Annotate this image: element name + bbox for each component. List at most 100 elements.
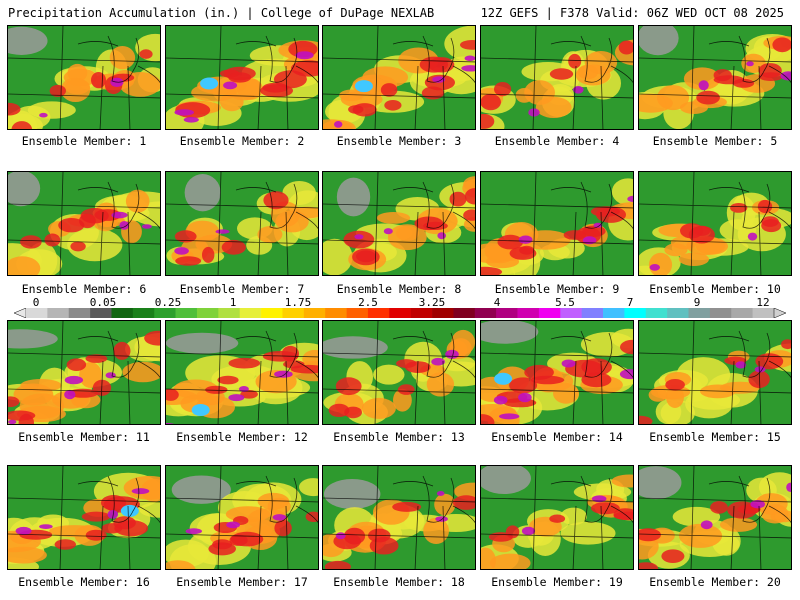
colorbar-segment [282,308,305,318]
colorbar-segment [432,308,454,318]
colorbar-segment [196,308,219,318]
colorbar-segment [175,308,198,318]
precip-map-svg [323,26,475,129]
colorbar-segment [709,308,732,318]
colorbar-segment [325,308,347,318]
colorbar-segment [624,308,647,318]
colorbar-tick-label: 2.5 [358,296,378,309]
colorbar-segment [68,308,91,318]
colorbar-tick-label: 0.25 [154,296,182,309]
ensemble-member-map [165,320,319,425]
colorbar-tick-label: 4 [493,296,501,309]
colorbar-segment [90,308,112,318]
ensemble-member-label: Ensemble Member: 13 [333,430,465,444]
ensemble-member-label: Ensemble Member: 17 [176,575,308,589]
colorbar-segment [132,308,155,318]
colorbar-segment [688,308,711,318]
precip-map-svg [166,321,318,424]
precip-map-svg [8,466,160,569]
precip-map-svg [481,321,633,424]
ensemble-member-map [480,171,634,276]
colorbar-tick-label: 12 [756,296,770,309]
colorbar-segment [218,308,241,318]
precip-map-svg [8,26,160,129]
ensemble-member-label: Ensemble Member: 16 [18,575,150,589]
ensemble-member-label: Ensemble Member: 8 [336,282,462,296]
precip-map-svg [323,466,475,569]
colorbar-segment [346,308,369,318]
ensemble-member-map [480,465,634,570]
colorbar-max-arrow [773,308,786,318]
ensemble-member-label: Ensemble Member: 7 [179,282,305,296]
ensemble-member-map [7,171,161,276]
ensemble-member-label: Ensemble Member: 1 [21,134,147,148]
precip-map-svg [639,466,791,569]
precip-map-svg [639,321,791,424]
colorbar-segment [303,308,326,318]
precip-map-svg [323,321,475,424]
colorbar-segment [453,308,476,318]
ensemble-member-map [322,171,476,276]
colorbar-segment [538,308,561,318]
ensemble-member-map [638,171,792,276]
ensemble-member-map [638,25,792,130]
ensemble-member-map [7,320,161,425]
ensemble-member-map [322,25,476,130]
colorbar-tick-label: 0.05 [89,296,117,309]
colorbar-segment [261,308,283,318]
precip-map-svg [166,466,318,569]
ensemble-member-label: Ensemble Member: 14 [491,430,623,444]
colorbar-segment [581,308,604,318]
colorbar-segment [752,308,775,318]
ensemble-member-map [480,25,634,130]
ensemble-member-label: Ensemble Member: 11 [18,430,150,444]
colorbar-segment [367,308,390,318]
ensemble-member-label: Ensemble Member: 19 [491,575,623,589]
colorbar-segment [410,308,433,318]
colorbar-segment [26,308,48,318]
ensemble-member-map [165,25,319,130]
ensemble-member-label: Ensemble Member: 9 [494,282,620,296]
ensemble-member-label: Ensemble Member: 15 [649,430,781,444]
colorbar-tick-label: 3.25 [418,296,446,309]
ensemble-member-label: Ensemble Member: 3 [336,134,462,148]
colorbar-segment [731,308,753,318]
ensemble-member-map [322,465,476,570]
color-scale-bar [14,308,786,318]
colorbar-segment [603,308,625,318]
ensemble-member-label: Ensemble Member: 18 [333,575,465,589]
colorbar-segment [645,308,668,318]
ensemble-member-label: Ensemble Member: 20 [649,575,781,589]
colorbar-tick-label: 9 [693,296,701,309]
colorbar-min-arrow [14,308,27,318]
precip-map-svg [639,26,791,129]
precip-map-svg [639,172,791,275]
colorbar-segment [239,308,262,318]
model-run-info: 12Z GEFS | F378 Valid: 06Z WED OCT 08 20… [480,6,784,20]
ensemble-member-map [165,171,319,276]
precip-map-svg [166,172,318,275]
colorbar-segment [47,308,70,318]
ensemble-member-label: Ensemble Member: 5 [652,134,778,148]
ensemble-member-label: Ensemble Member: 4 [494,134,620,148]
ensemble-member-label: Ensemble Member: 2 [179,134,305,148]
colorbar-tick-label: 1 [229,296,237,309]
colorbar-segment [154,308,176,318]
colorbar-segment [560,308,582,318]
ensemble-member-map [7,465,161,570]
ensemble-member-map [480,320,634,425]
precip-map-svg [481,26,633,129]
ensemble-member-map [638,465,792,570]
precip-map-svg [8,172,160,275]
precip-map-svg [481,172,633,275]
ensemble-member-label: Ensemble Member: 12 [176,430,308,444]
ensemble-member-map [7,25,161,130]
ensemble-member-map [638,320,792,425]
precip-map-svg [323,172,475,275]
ensemble-member-label: Ensemble Member: 6 [21,282,147,296]
colorbar-segment [517,308,540,318]
ensemble-member-map [322,320,476,425]
colorbar-segment [389,308,411,318]
precip-map-svg [166,26,318,129]
ensemble-member-map [165,465,319,570]
